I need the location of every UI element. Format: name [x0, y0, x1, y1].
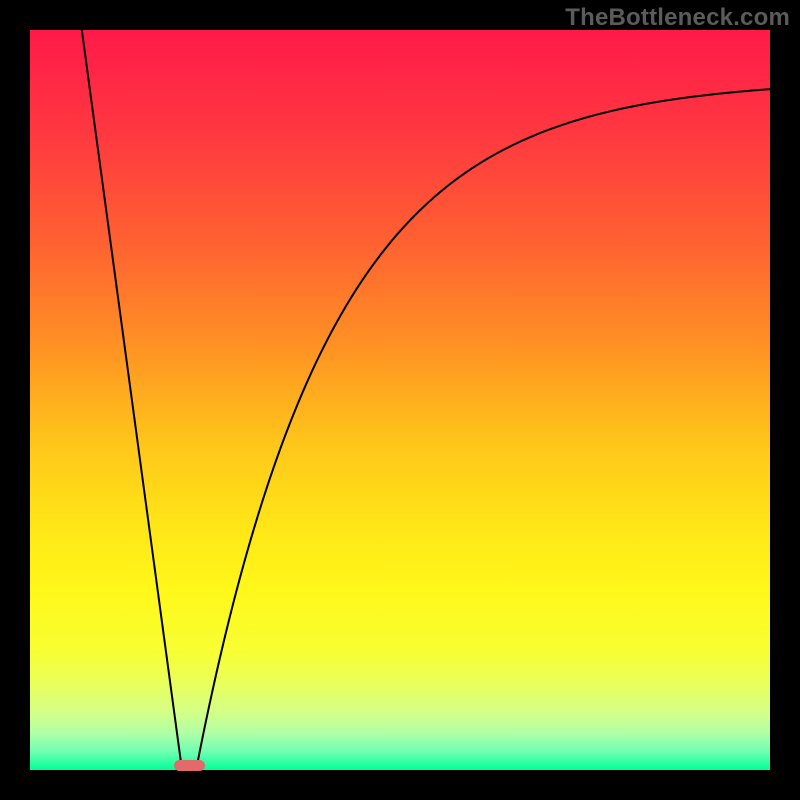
- plot-area: [30, 30, 770, 770]
- chart-frame: TheBottleneck.com: [0, 0, 800, 800]
- optimum-marker: [174, 760, 205, 772]
- watermark-text: TheBottleneck.com: [565, 4, 790, 32]
- bottleneck-curve: [30, 30, 770, 770]
